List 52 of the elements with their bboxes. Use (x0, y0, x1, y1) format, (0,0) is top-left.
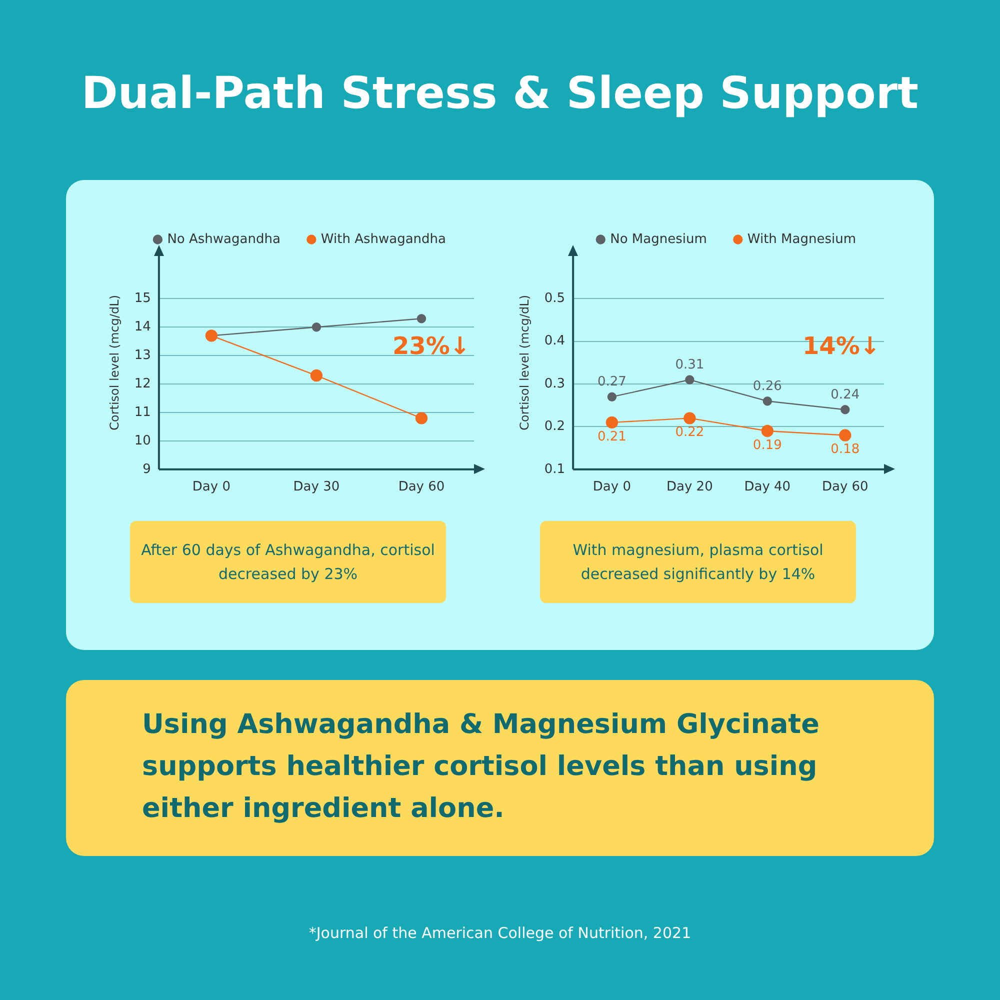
data-label: 0.19 (752, 438, 782, 453)
y-tick-label: 12 (134, 376, 151, 392)
point (685, 375, 694, 384)
point (415, 412, 428, 424)
x-tick-label: Day 60 (398, 480, 445, 495)
point (607, 392, 617, 402)
data-label: 0.18 (830, 442, 860, 458)
y-tick-label: 0.1 (544, 462, 566, 477)
point (310, 369, 323, 382)
data-label: 0.24 (830, 388, 860, 403)
x-tick-label: Day 0 (592, 480, 631, 495)
y-tick-label: 0.2 (544, 419, 566, 434)
y-tick-label: 0.4 (544, 334, 566, 349)
legend-label: With Ashwagandha (320, 232, 446, 247)
data-label: 0.31 (675, 358, 704, 373)
y-tick-label: 13 (134, 348, 151, 363)
text: Dual-Path Stress & Sleep Support (80, 68, 920, 119)
x-tick-label: Day 40 (744, 480, 791, 495)
point (840, 405, 850, 414)
y-tick-label: 11 (134, 404, 151, 420)
data-label: 0.21 (597, 429, 626, 444)
point (761, 424, 774, 438)
annotation: 14%↓ (802, 332, 880, 360)
x-tick-label: Day 30 (293, 480, 340, 495)
y-tick-label: 15 (134, 291, 151, 306)
x-tick-label: Day 0 (192, 480, 230, 495)
point (606, 416, 618, 429)
y-tick-label: 14 (134, 320, 151, 335)
point (762, 396, 772, 406)
point (416, 314, 426, 324)
y-tick-label: 0.5 (544, 291, 566, 306)
y-tick-label: 9 (142, 462, 151, 477)
legend-label: With Magnesium (747, 232, 856, 247)
data-label: 0.27 (597, 374, 626, 390)
y-tick-label: 10 (134, 433, 151, 448)
x-tick-label: Day 20 (666, 480, 713, 495)
point (312, 322, 322, 332)
y-axis-title: Cortisol level (mcg/dL) (107, 294, 122, 430)
data-label: 0.22 (675, 425, 704, 440)
legend-label: No Ashwagandha (167, 232, 280, 247)
text: *Journal of the American College of Nutrition, 2021 (308, 924, 692, 942)
data-label: 0.26 (752, 378, 782, 394)
x-tick-label: Day 60 (822, 480, 868, 495)
text: With magnesium, plasma cortisol decreased significantly by 14% (540, 521, 856, 603)
point (839, 429, 852, 442)
y-tick-label: 0.3 (544, 376, 566, 392)
legend-label: No Magnesium (610, 232, 707, 247)
y-axis-title: Cortisol level (mcg/dL) (517, 294, 532, 430)
text: Using Ashwagandha & Magnesium Glycinate supports healthier cortisol levels than using either ingredient alone. (66, 680, 934, 856)
annotation: 23%↓ (392, 332, 470, 360)
point (684, 412, 696, 424)
text: After 60 days of Ashwagandha, cortisol decreased by 23% (130, 521, 446, 603)
